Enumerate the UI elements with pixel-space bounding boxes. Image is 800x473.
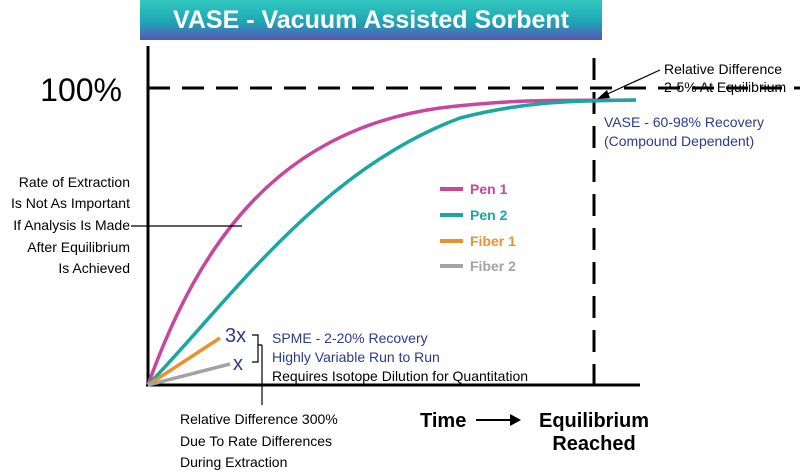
legend-label-pen-1: Pen 1 (470, 181, 508, 197)
relative-difference-bottom-line1: Relative Difference 300% (180, 411, 338, 427)
relative-difference-top-arrowhead (597, 90, 610, 99)
spme-line1: SPME - 2-20% Recovery (272, 330, 428, 346)
fiber-1-line (147, 336, 221, 387)
fiber-2-line (147, 362, 231, 387)
marker-bracket (252, 334, 262, 363)
marker-3x: 3x (225, 325, 246, 347)
y-axis-label: 100% (40, 72, 122, 108)
rate-extraction-line3: If Analysis Is Made (13, 217, 130, 233)
pen-2-curve (146, 98, 637, 387)
time-label: Time (420, 410, 466, 432)
rate-extraction-line5: Is Achieved (58, 260, 130, 276)
vase-recovery-line1: VASE - 60-98% Recovery (604, 114, 764, 130)
spme-line2: Highly Variable Run to Run (272, 349, 440, 365)
isotope-line: Requires Isotope Dilution for Quantitati… (272, 368, 528, 384)
legend-label-fiber-2: Fiber 2 (470, 258, 516, 274)
marker-x: x (233, 353, 243, 375)
legend-label-pen-2: Pen 2 (470, 207, 508, 223)
equilibrium-label-line1: Equilibrium (539, 410, 649, 432)
legend-label-fiber-1: Fiber 1 (470, 233, 516, 249)
rate-extraction-line4: After Equilibrium (27, 239, 130, 255)
vase-recovery-line2: (Compound Dependent) (604, 133, 754, 149)
rate-extraction-line1: Rate of Extraction (19, 174, 130, 190)
time-arrow-head (510, 414, 521, 426)
relative-difference-bottom-line2: Due To Rate Differences (180, 433, 332, 449)
title-banner: VASE - Vacuum Assisted Sorbent Extractio… (140, 0, 602, 74)
equilibrium-label-line2: Reached (552, 433, 635, 455)
relative-difference-top-line1: Relative Difference (664, 61, 782, 77)
relative-difference-bottom-line3: During Extraction (180, 454, 287, 470)
relative-difference-top-pointer (602, 69, 661, 97)
rate-extraction-line2: Is Not As Important (11, 195, 130, 211)
relative-difference-top-line2: 2-5% At Equilibrium (664, 79, 786, 95)
